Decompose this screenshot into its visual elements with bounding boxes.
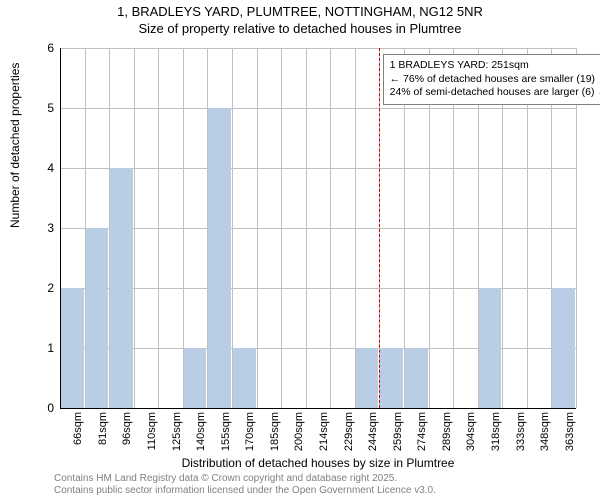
y-tick-label: 6 xyxy=(34,41,54,55)
callout-line-2: ← 76% of detached houses are smaller (19… xyxy=(390,73,600,87)
x-tick-label: 289sqm xyxy=(441,412,453,452)
y-tick-label: 2 xyxy=(34,281,54,295)
x-tick-label: 229sqm xyxy=(343,412,355,452)
x-tick-label: 348sqm xyxy=(539,412,551,452)
x-axis-line xyxy=(60,408,576,409)
footer-line-1: Contains HM Land Registry data © Crown c… xyxy=(54,473,436,485)
x-axis-label: Distribution of detached houses by size … xyxy=(60,456,576,470)
h-gridline xyxy=(60,168,576,169)
x-tick-label: 363sqm xyxy=(564,412,576,452)
x-tick-label: 170sqm xyxy=(244,412,256,452)
x-tick-label: 333sqm xyxy=(515,412,527,452)
histogram-bar xyxy=(233,348,256,408)
title-line-2: Size of property relative to detached ho… xyxy=(0,21,600,38)
y-axis-line xyxy=(60,48,61,408)
x-tick-label: 214sqm xyxy=(318,412,330,452)
chart-container: 1, BRADLEYS YARD, PLUMTREE, NOTTINGHAM, … xyxy=(0,0,600,500)
footer-attribution: Contains HM Land Registry data © Crown c… xyxy=(54,473,436,497)
title-line-1: 1, BRADLEYS YARD, PLUMTREE, NOTTINGHAM, … xyxy=(0,4,600,21)
y-tick-label: 4 xyxy=(34,161,54,175)
x-tick-label: 200sqm xyxy=(293,412,305,452)
histogram-bar xyxy=(356,348,379,408)
x-tick-label: 244sqm xyxy=(367,412,379,452)
y-tick-label: 5 xyxy=(34,101,54,115)
callout-line-1: 1 BRADLEYS YARD: 251sqm xyxy=(390,59,600,73)
v-gridline xyxy=(306,48,307,408)
v-gridline xyxy=(158,48,159,408)
y-tick-label: 3 xyxy=(34,221,54,235)
v-gridline xyxy=(330,48,331,408)
v-gridline xyxy=(281,48,282,408)
callout-box: 1 BRADLEYS YARD: 251sqm← 76% of detached… xyxy=(383,54,600,105)
y-axis-label: Number of detached properties xyxy=(8,63,22,228)
histogram-bar xyxy=(552,288,575,408)
v-gridline xyxy=(134,48,135,408)
h-gridline xyxy=(60,108,576,109)
x-tick-label: 66sqm xyxy=(72,412,84,452)
plot-area: 1 BRADLEYS YARD: 251sqm← 76% of detached… xyxy=(60,48,576,408)
x-tick-label: 140sqm xyxy=(195,412,207,452)
v-gridline xyxy=(257,48,258,408)
histogram-bar xyxy=(479,288,502,408)
x-tick-label: 155sqm xyxy=(220,412,232,452)
histogram-bar xyxy=(405,348,428,408)
subject-marker-line xyxy=(379,48,380,408)
x-tick-label: 318sqm xyxy=(490,412,502,452)
footer-line-2: Contains public sector information licen… xyxy=(54,485,436,497)
y-tick-label: 1 xyxy=(34,341,54,355)
histogram-bar xyxy=(110,168,133,408)
x-tick-label: 110sqm xyxy=(146,412,158,452)
histogram-bar xyxy=(208,108,231,408)
y-tick-label: 0 xyxy=(34,401,54,415)
x-tick-label: 304sqm xyxy=(465,412,477,452)
x-tick-label: 274sqm xyxy=(416,412,428,452)
histogram-bar xyxy=(380,348,403,408)
histogram-bar xyxy=(61,288,84,408)
x-tick-label: 185sqm xyxy=(269,412,281,452)
histogram-bar xyxy=(86,228,109,408)
x-tick-label: 125sqm xyxy=(171,412,183,452)
x-tick-label: 96sqm xyxy=(121,412,133,452)
x-tick-label: 81sqm xyxy=(97,412,109,452)
h-gridline xyxy=(60,48,576,49)
callout-line-3: 24% of semi-detached houses are larger (… xyxy=(390,86,600,100)
x-tick-label: 259sqm xyxy=(392,412,404,452)
title-block: 1, BRADLEYS YARD, PLUMTREE, NOTTINGHAM, … xyxy=(0,4,600,38)
h-gridline xyxy=(60,228,576,229)
histogram-bar xyxy=(184,348,207,408)
